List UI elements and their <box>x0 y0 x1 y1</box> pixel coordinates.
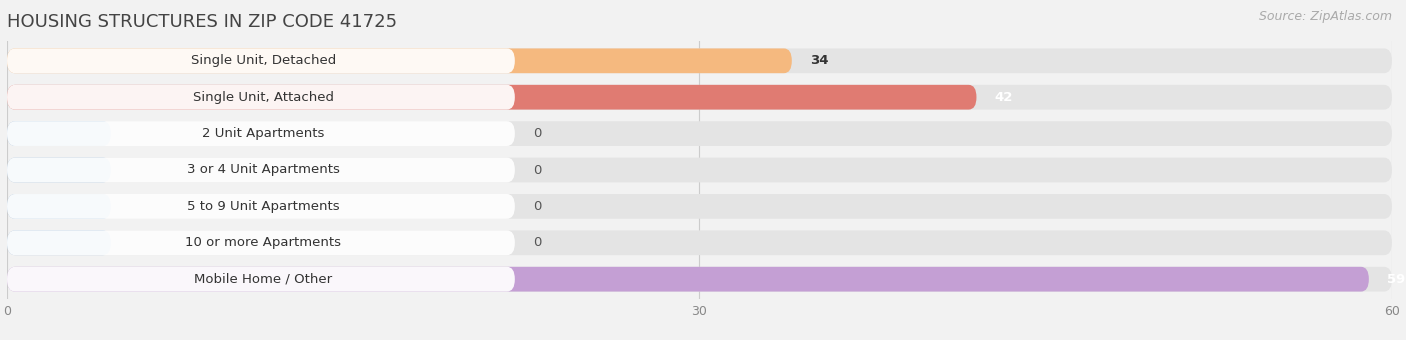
Text: 0: 0 <box>533 200 541 213</box>
FancyBboxPatch shape <box>7 48 1392 73</box>
FancyBboxPatch shape <box>7 85 1392 109</box>
FancyBboxPatch shape <box>7 85 515 109</box>
FancyBboxPatch shape <box>7 267 1392 292</box>
Text: 42: 42 <box>995 91 1014 104</box>
FancyBboxPatch shape <box>7 194 515 219</box>
Text: 0: 0 <box>533 127 541 140</box>
Text: 59: 59 <box>1388 273 1406 286</box>
FancyBboxPatch shape <box>7 85 977 109</box>
Text: 34: 34 <box>810 54 828 67</box>
Text: 5 to 9 Unit Apartments: 5 to 9 Unit Apartments <box>187 200 340 213</box>
Text: 3 or 4 Unit Apartments: 3 or 4 Unit Apartments <box>187 164 340 176</box>
FancyBboxPatch shape <box>7 158 515 182</box>
Text: Source: ZipAtlas.com: Source: ZipAtlas.com <box>1258 10 1392 23</box>
FancyBboxPatch shape <box>7 48 515 73</box>
FancyBboxPatch shape <box>7 158 111 182</box>
Text: Single Unit, Attached: Single Unit, Attached <box>193 91 333 104</box>
Text: 10 or more Apartments: 10 or more Apartments <box>186 236 342 249</box>
FancyBboxPatch shape <box>7 194 111 219</box>
Text: 2 Unit Apartments: 2 Unit Apartments <box>202 127 325 140</box>
Text: 0: 0 <box>533 236 541 249</box>
FancyBboxPatch shape <box>7 231 1392 255</box>
FancyBboxPatch shape <box>7 121 1392 146</box>
FancyBboxPatch shape <box>7 194 1392 219</box>
FancyBboxPatch shape <box>7 158 1392 182</box>
Text: Single Unit, Detached: Single Unit, Detached <box>191 54 336 67</box>
FancyBboxPatch shape <box>7 121 111 146</box>
FancyBboxPatch shape <box>7 48 792 73</box>
Text: 0: 0 <box>533 164 541 176</box>
FancyBboxPatch shape <box>7 231 111 255</box>
FancyBboxPatch shape <box>7 231 515 255</box>
FancyBboxPatch shape <box>7 267 1369 292</box>
FancyBboxPatch shape <box>7 121 515 146</box>
FancyBboxPatch shape <box>7 267 515 292</box>
Text: Mobile Home / Other: Mobile Home / Other <box>194 273 332 286</box>
Text: HOUSING STRUCTURES IN ZIP CODE 41725: HOUSING STRUCTURES IN ZIP CODE 41725 <box>7 13 396 31</box>
